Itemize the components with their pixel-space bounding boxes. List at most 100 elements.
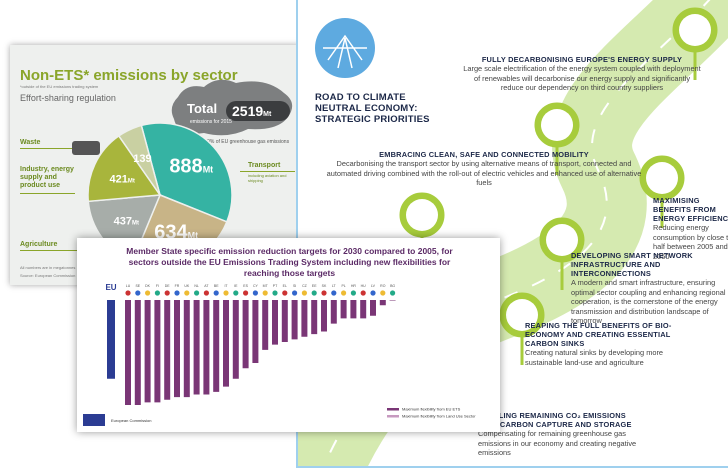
bar (272, 300, 278, 345)
pie-slice (87, 134, 162, 203)
priority-body: Compensating for remaining greenhouse ga… (478, 429, 637, 457)
priority: MAXIMISING BENEFITS FROM ENERGY EFFICIEN… (653, 196, 728, 261)
slice-label: 139 (133, 153, 151, 165)
bar (154, 300, 161, 403)
country-label: AT (204, 284, 209, 288)
bar (360, 300, 367, 319)
bar (134, 300, 141, 405)
bar (301, 300, 308, 337)
priority-heading: DEVELOPING SMART NETWORK INFRASTRUCTURE … (571, 251, 693, 278)
country-label: LT (332, 284, 337, 288)
legend-label: Maximum flexibility from Land Use Sector (402, 414, 476, 419)
slice-value: 421 (109, 173, 127, 185)
bar (291, 300, 298, 340)
bar (340, 300, 347, 319)
sector-label: Industry, energy supply and product use (20, 166, 74, 189)
flag (282, 290, 288, 296)
bar (379, 300, 386, 306)
slice-label: 437Mt (114, 216, 139, 228)
sector-note: including aviation and shipping (248, 173, 287, 183)
sector-label: Transport (248, 162, 281, 169)
bar (193, 300, 200, 395)
country-label: CY (253, 284, 259, 288)
bar (125, 300, 131, 405)
country-label: BG (390, 284, 395, 288)
bar (389, 300, 396, 301)
slice-unit: Mt (128, 178, 135, 184)
leader (20, 193, 75, 194)
flag (125, 290, 131, 296)
flag (331, 290, 337, 296)
bar (370, 300, 376, 316)
bar (213, 300, 220, 392)
pie-slice (140, 122, 233, 223)
eu-label: EU (105, 283, 116, 292)
slice-value: 888 (169, 155, 202, 177)
priority: TACKLING REMAINING CO₂ EMISSIONS WITH CA… (478, 411, 638, 458)
total-caption: emissions for 2015 (190, 119, 232, 125)
pie-chart: Total emissions for 2015 2519Mt = 60% of… (20, 79, 295, 268)
flag (154, 290, 160, 296)
legend-label: Maximum flexibility from EU ETS (402, 407, 461, 412)
flag (350, 290, 356, 296)
leader (20, 250, 90, 251)
eu-value-label: -30% (105, 383, 117, 389)
country-label: SE (135, 284, 140, 288)
country-label: BE (214, 284, 219, 288)
bar (252, 300, 259, 363)
leader (240, 171, 295, 172)
bar (311, 300, 318, 335)
bar (242, 300, 249, 369)
priority: REAPING THE FULL BENEFITS OF BIO-ECONOMY… (525, 321, 690, 367)
footer: European Commission (111, 418, 151, 423)
priority: EMBRACING CLEAN, SAFE AND CONNECTED MOBI… (324, 150, 644, 188)
flag (311, 290, 317, 296)
sun-rays (323, 34, 367, 69)
country-label: PT (273, 284, 278, 288)
slice-unit: Mt (203, 164, 214, 174)
bar (183, 300, 190, 398)
bar (203, 300, 210, 395)
flag (380, 290, 386, 296)
country-label: UK (184, 284, 190, 288)
flag (174, 290, 180, 296)
flag (194, 290, 200, 296)
country-label: DK (145, 284, 151, 288)
country-label: IT (224, 284, 228, 288)
bar (330, 300, 337, 324)
flag (145, 290, 151, 296)
slice-value: 139 (133, 153, 151, 165)
country-label: MT (263, 284, 269, 288)
flag (164, 290, 170, 296)
card-title: Member State specific emission reduction… (126, 246, 453, 278)
pin-centers (406, 14, 711, 331)
flag (135, 290, 141, 296)
country-label: ES (243, 284, 248, 288)
flag (252, 290, 258, 296)
total-share: = 60% of EU greenhouse gas emissions (200, 139, 290, 145)
legend-swatch (387, 415, 399, 418)
truck-icon (72, 141, 100, 155)
bar (144, 300, 151, 403)
country-label: FR (175, 284, 180, 288)
country-label: HR (351, 284, 357, 288)
slice-unit: Mt (132, 221, 139, 227)
priority-body: A modern and smart infrastructure, ensur… (571, 278, 726, 325)
pie-slice (117, 124, 161, 196)
targets-card: Member State specific emission reduction… (77, 238, 500, 432)
eu-logo (83, 414, 105, 426)
slice-value: 437 (114, 216, 132, 228)
bar (262, 300, 269, 350)
bar (321, 300, 327, 332)
leader (20, 148, 80, 149)
total-pill (226, 101, 290, 121)
card-title: Non-ETS* emissions by sector (20, 67, 238, 84)
bar (232, 300, 239, 379)
footnote: *outside of the EU emissions trading sys… (20, 84, 99, 89)
country-label: EL (283, 284, 287, 288)
bar-chart: European Commission EU -30% LU SE DK FI DE FR UK… (83, 283, 476, 426)
priority-body: Large scale electrification of the energ… (463, 64, 701, 92)
flag (390, 290, 396, 296)
priority-body: Creating natural sinks by developing mor… (525, 348, 664, 367)
flag (203, 290, 209, 296)
